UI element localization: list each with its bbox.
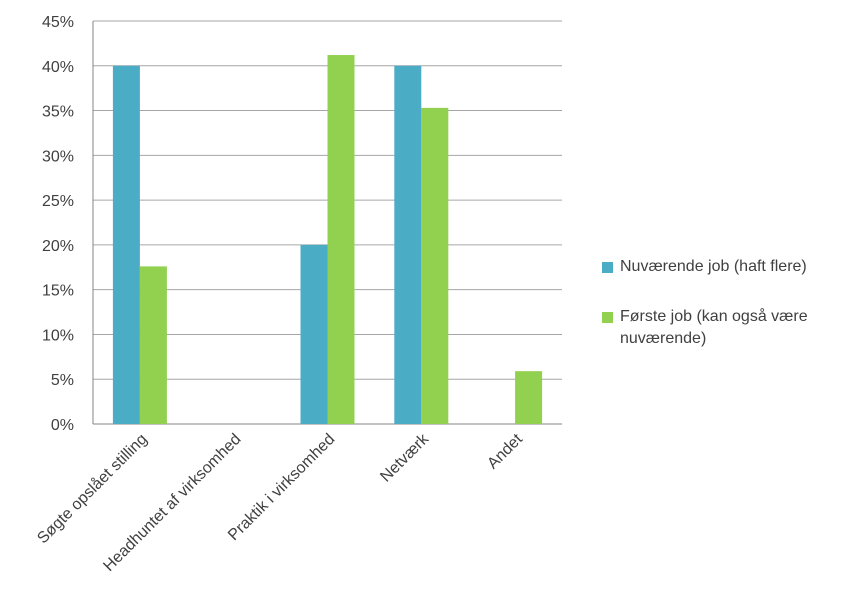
x-tick-label: Praktik i virksomhed: [225, 431, 338, 544]
bar-series-2: [421, 107, 449, 424]
x-tick-label: Netværk: [377, 430, 432, 485]
y-tick-label: 30%: [42, 148, 74, 165]
y-axis-ticks: 0% 5% 10% 15% 20% 25% 30% 35% 40% 45%: [42, 14, 74, 434]
y-tick-label: 0%: [51, 417, 74, 434]
legend-label-series-2: Første job (kan også være nuværende): [620, 308, 808, 347]
bar-series-1: [300, 244, 328, 424]
bar-series-2: [327, 55, 355, 424]
legend: Nuværende job (haft flere) Første job (k…: [602, 256, 850, 378]
bar-series-2: [139, 266, 167, 424]
legend-swatch-series-2: [602, 312, 613, 323]
y-tick-label: 15%: [42, 283, 74, 300]
legend-item-series-2: Første job (kan også være nuværende): [602, 306, 850, 350]
legend-label-series-1: Nuværende job (haft flere): [620, 258, 807, 275]
x-tick-label: Andet: [484, 430, 526, 472]
bar-series-2: [515, 371, 543, 424]
legend-swatch-series-1: [602, 262, 613, 273]
y-tick-label: 45%: [42, 14, 74, 31]
y-tick-label: 40%: [42, 59, 74, 76]
legend-item-series-1: Nuværende job (haft flere): [602, 256, 850, 278]
y-tick-label: 20%: [42, 238, 74, 255]
bar-series-1: [394, 65, 422, 425]
y-tick-label: 35%: [42, 104, 74, 121]
y-tick-label: 10%: [42, 327, 74, 344]
bar-series-1: [112, 65, 140, 425]
y-tick-label: 5%: [51, 372, 74, 389]
bars: [112, 55, 543, 425]
y-tick-label: 25%: [42, 193, 74, 210]
